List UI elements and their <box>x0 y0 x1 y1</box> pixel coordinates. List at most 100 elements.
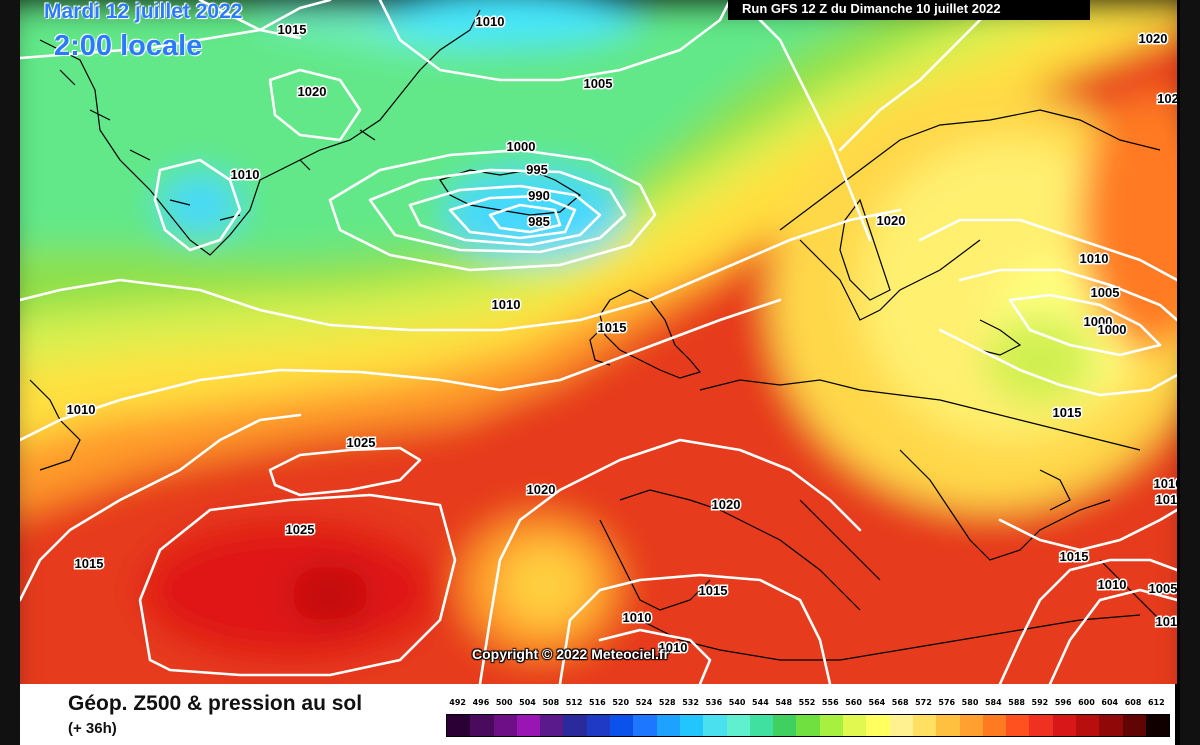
isobar-label: 1000 <box>1084 314 1113 329</box>
isobar-label: 1015 <box>1060 549 1089 564</box>
legend-tick-label: 516 <box>589 698 606 707</box>
isobar-label: 1020 <box>712 497 741 512</box>
legend-swatch <box>1052 715 1077 736</box>
copyright: Copyright © 2022 Meteociel.fr <box>472 646 670 662</box>
legend-swatch <box>796 715 820 736</box>
isobar-label: 1015 <box>598 320 627 335</box>
legend-tick-label: 556 <box>821 698 839 707</box>
legend-swatch <box>819 715 844 736</box>
legend-tick-label: 548 <box>775 698 793 707</box>
legend-swatch <box>773 715 797 736</box>
legend-swatch <box>982 715 1007 736</box>
legend-tick-label: 500 <box>495 698 513 707</box>
isobar-label: 1025 <box>347 435 376 450</box>
left-frame <box>0 0 20 745</box>
isobar-label: 1015 <box>1053 405 1082 420</box>
legend-tick-label: 540 <box>728 698 746 707</box>
isobar-label: 1015 <box>75 556 104 571</box>
legend-tick-label: 536 <box>705 698 723 707</box>
isobars <box>20 0 1177 684</box>
legend-tick-label: 580 <box>961 698 979 707</box>
legend-tick-label: 596 <box>1054 698 1072 707</box>
legend-swatch <box>726 715 750 736</box>
isobar-label: 990 <box>528 188 550 203</box>
legend-tick-label: 592 <box>1031 698 1049 707</box>
isobar-label: 1005 <box>584 76 613 91</box>
isobar-label: 1020 <box>298 84 327 99</box>
legend-swatch <box>912 715 937 736</box>
legend-swatch <box>1145 715 1170 736</box>
isobar-label: 1010 <box>1098 577 1127 592</box>
legend-swatch <box>866 715 890 736</box>
legend-tick-label: 576 <box>938 698 956 707</box>
isobar-label: 1010 <box>231 167 260 182</box>
run-title: Run GFS 12 Z du Dimanche 10 juillet 2022 <box>728 0 1090 20</box>
isobar-label: 1010 <box>1080 251 1109 266</box>
legend-tick-label: 608 <box>1124 698 1142 707</box>
isobar-label: 1020 <box>877 213 906 228</box>
legend-swatch <box>470 715 494 736</box>
isobar-label: 1015 <box>1156 614 1185 629</box>
legend-tick-label: 588 <box>1008 698 1025 707</box>
isobar-label: 1005 <box>1091 285 1120 300</box>
isobar-label: 995 <box>526 162 548 177</box>
legend-tick-label: 560 <box>845 698 862 707</box>
isobar-label: 1010 <box>476 14 505 29</box>
legend-swatch <box>586 715 611 736</box>
product-title: Géop. Z500 & pression au sol <box>68 692 363 715</box>
legend-swatch <box>679 715 704 736</box>
legend-tick-label: 572 <box>915 698 932 707</box>
isobar-label: 102 <box>1157 91 1179 106</box>
legend-tick-label: 504 <box>519 698 536 707</box>
legend-swatch <box>1122 715 1146 736</box>
forecast-lead: (+ 36h) <box>68 720 117 737</box>
legend-swatch <box>959 715 983 736</box>
isobar-label: 1010 <box>67 402 96 417</box>
legend-tick-label: 604 <box>1101 698 1119 707</box>
isobar-label: 1025 <box>286 522 315 537</box>
legend-tick-label: 564 <box>868 698 886 707</box>
isobar-label: 1005 <box>1149 581 1178 596</box>
legend-tick-label: 508 <box>542 698 560 707</box>
legend-swatch <box>749 715 774 736</box>
legend-tick-label: 524 <box>635 698 653 707</box>
legend-swatch <box>1099 715 1123 736</box>
isobar-label: 1010 <box>623 610 652 625</box>
legend-tick-label: 512 <box>565 698 583 707</box>
legend-tick-label: 496 <box>472 698 490 707</box>
isobar-label: 1010 <box>659 640 688 655</box>
legend-tick-label: 532 <box>682 698 699 707</box>
legend-ticks: 492 496 500 504 508 512 516 520 524 528 532 536 540 5… <box>446 698 1168 710</box>
legend-swatch <box>936 715 960 736</box>
legend-tick-label: 528 <box>658 698 676 707</box>
isobar-label: 1000 <box>507 139 536 154</box>
legend-swatch <box>889 715 913 736</box>
legend-swatch <box>633 715 657 736</box>
legend-tick-label: 492 <box>449 698 466 707</box>
legend-tick-label: 552 <box>798 698 816 707</box>
isobar-label: 1010 <box>492 297 521 312</box>
isobar-label: 1000 <box>1098 322 1127 337</box>
legend-swatch <box>447 715 471 736</box>
legend-swatch <box>563 715 587 736</box>
legend-swatch <box>656 715 680 736</box>
legend-swatch <box>843 715 867 736</box>
isobar-labels: 1015101010201010100510009959909851010101… <box>65 13 1185 657</box>
legend-tick-label: 612 <box>1147 698 1165 707</box>
color-legend <box>446 714 1170 737</box>
legend-tick-label: 568 <box>891 698 909 707</box>
legend-swatch <box>493 715 517 736</box>
isobar-label: 985 <box>528 214 550 229</box>
legend-swatch <box>610 715 634 736</box>
isobar-label: 1010 <box>1154 476 1183 491</box>
isobar-label: 1020 <box>527 482 556 497</box>
isobar-label: 1010 <box>1156 492 1185 507</box>
legend-tick-label: 544 <box>752 698 769 707</box>
isobar-label: 1015 <box>699 583 728 598</box>
legend-swatch <box>516 715 541 736</box>
legend-swatch <box>1029 715 1053 736</box>
legend-tick-label: 584 <box>984 698 1002 707</box>
right-frame <box>1180 0 1200 745</box>
